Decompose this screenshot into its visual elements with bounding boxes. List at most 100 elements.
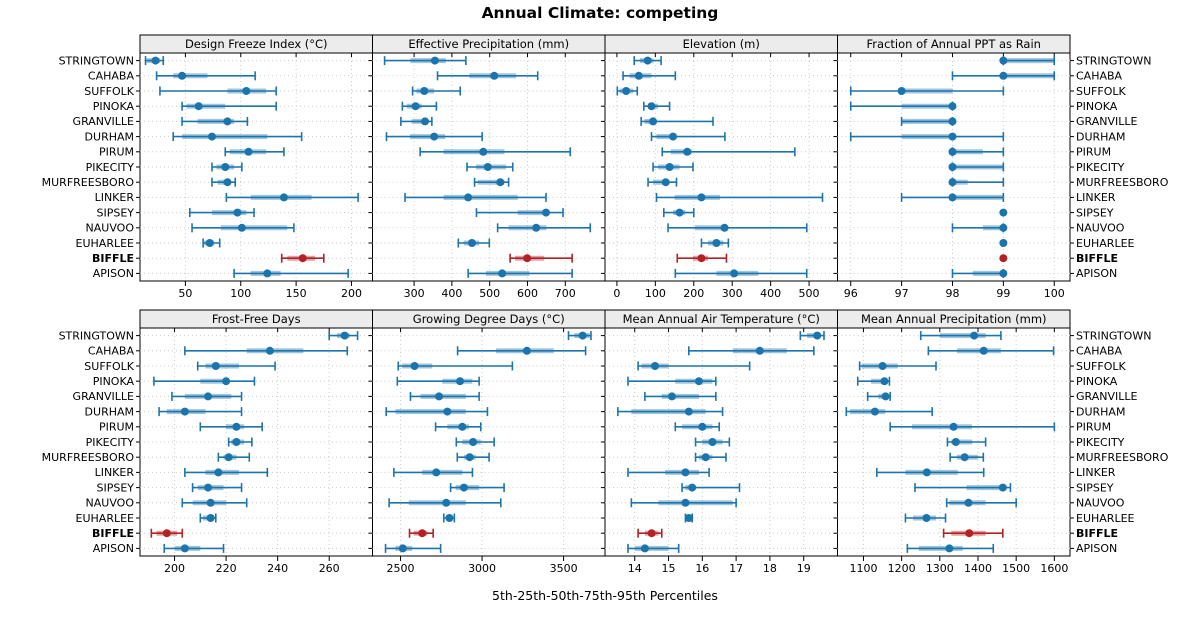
median-dot-granville xyxy=(948,117,957,126)
median-dot-euharlee xyxy=(206,514,215,522)
median-dot-linker xyxy=(922,468,931,477)
row-label-right-cahaba: CAHABA xyxy=(1076,70,1123,83)
row-label-right-nauvoo: NAUVOO xyxy=(1076,497,1125,510)
x-tick-label: 400 xyxy=(760,287,781,300)
median-dot-nauvoo xyxy=(237,223,246,232)
row-label-right-pirum: PIRUM xyxy=(1076,421,1111,434)
x-tick-label: 600 xyxy=(517,287,538,300)
median-dot-pirum xyxy=(244,147,253,156)
median-dot-sipsey xyxy=(688,483,697,492)
median-dot-stringtown xyxy=(151,56,160,65)
row-label-left-murfreesboro: MURFREESBORO xyxy=(42,451,135,464)
x-tick-label: 19 xyxy=(797,562,811,575)
median-dot-biffle xyxy=(965,529,974,538)
row-label-right-sipsey: SIPSEY xyxy=(1076,206,1114,219)
row-label-left-granville: GRANVILLE xyxy=(73,115,135,128)
row-label-left-linker: LINKER xyxy=(95,191,135,204)
row-label-left-suffolk: SUFFOLK xyxy=(84,85,134,98)
median-dot-pinoka xyxy=(647,102,656,111)
strip-title: Design Freeze Index (°C) xyxy=(185,37,328,51)
median-dot-suffolk xyxy=(878,362,887,370)
median-dot-nauvoo xyxy=(532,223,541,232)
median-dot-granville xyxy=(881,392,890,401)
median-dot-pinoka xyxy=(222,377,231,386)
x-tick-label: 99 xyxy=(996,287,1010,300)
row-label-left-murfreesboro: MURFREESBORO xyxy=(42,176,135,189)
row-label-left-nauvoo: NAUVOO xyxy=(86,497,135,510)
median-dot-cahaba xyxy=(265,346,274,355)
row-label-right-pikecity: PIKECITY xyxy=(1076,436,1125,449)
row-label-right-murfreesboro: MURFREESBORO xyxy=(1076,451,1169,464)
median-dot-biffle xyxy=(298,254,307,263)
median-dot-pirum xyxy=(683,147,692,156)
median-dot-pikecity xyxy=(708,438,717,446)
median-dot-durham xyxy=(207,132,216,141)
x-tick-label: 1500 xyxy=(1002,562,1030,575)
median-dot-pikecity xyxy=(469,438,478,446)
strip-header xyxy=(837,34,1071,54)
median-dot-sipsey xyxy=(542,208,551,217)
median-dot-stringtown xyxy=(340,331,349,340)
median-dot-cahaba xyxy=(490,71,499,80)
median-dot-granville xyxy=(421,117,430,126)
median-dot-murfreesboro xyxy=(661,178,670,187)
x-tick-label: 15 xyxy=(662,562,676,575)
row-label-right-linker: LINKER xyxy=(1076,191,1116,204)
x-tick-label: 500 xyxy=(799,287,820,300)
median-dot-linker xyxy=(279,193,288,202)
median-dot-pirum xyxy=(698,422,707,431)
median-dot-pinoka xyxy=(456,377,465,386)
x-tick-label: 0 xyxy=(613,287,620,300)
median-dot-pirum xyxy=(232,422,241,431)
x-tick-label: 200 xyxy=(341,287,362,300)
chart-title: Annual Climate: competing xyxy=(481,4,719,22)
median-dot-sipsey xyxy=(999,208,1008,217)
row-label-left-pirum: PIRUM xyxy=(99,421,134,434)
strip-header xyxy=(837,309,1071,329)
median-dot-murfreesboro xyxy=(224,453,233,462)
row-label-right-cahaba: CAHABA xyxy=(1076,345,1123,358)
strip-title: Frost-Free Days xyxy=(212,312,301,326)
median-dot-murfreesboro xyxy=(701,453,710,462)
median-dot-pikecity xyxy=(948,163,957,171)
x-tick-label: 3500 xyxy=(550,562,578,575)
x-tick-label: 150 xyxy=(286,287,307,300)
row-label-left-biffle: BIFFLE xyxy=(92,527,134,540)
strip-title: Fraction of Annual PPT as Rain xyxy=(867,37,1041,51)
strip-title: Mean Annual Air Temperature (°C) xyxy=(623,312,820,326)
median-dot-durham xyxy=(870,407,879,416)
x-tick-label: 1400 xyxy=(964,562,992,575)
x-tick-label: 400 xyxy=(441,287,462,300)
median-dot-granville xyxy=(649,117,658,126)
row-label-left-euharlee: EUHARLEE xyxy=(76,512,135,525)
median-dot-euharlee xyxy=(999,239,1008,247)
median-dot-pinoka xyxy=(948,102,957,111)
x-tick-label: 96 xyxy=(844,287,858,300)
x-tick-label: 2500 xyxy=(387,562,415,575)
row-label-left-granville: GRANVILLE xyxy=(73,390,135,403)
median-dot-biffle xyxy=(523,254,532,263)
row-label-right-linker: LINKER xyxy=(1076,466,1116,479)
row-label-left-durham: DURHAM xyxy=(85,130,134,143)
median-dot-pirum xyxy=(949,422,958,431)
median-dot-murfreesboro xyxy=(465,453,474,462)
median-dot-nauvoo xyxy=(442,498,451,507)
row-label-left-suffolk: SUFFOLK xyxy=(84,360,134,373)
median-dot-suffolk xyxy=(897,87,906,95)
median-dot-pikecity xyxy=(665,163,674,171)
median-dot-suffolk xyxy=(410,362,419,370)
x-tick-label: 240 xyxy=(267,562,288,575)
row-label-right-granville: GRANVILLE xyxy=(1076,115,1138,128)
x-tick-label: 260 xyxy=(319,562,340,575)
median-dot-biffle xyxy=(697,254,706,263)
row-label-left-sipsey: SIPSEY xyxy=(96,206,134,219)
median-dot-linker xyxy=(214,468,223,477)
strip-title: Growing Degree Days (°C) xyxy=(413,312,565,326)
median-dot-apison xyxy=(999,269,1008,278)
x-tick-label: 700 xyxy=(555,287,576,300)
median-dot-cahaba xyxy=(178,71,187,80)
median-dot-suffolk xyxy=(211,362,220,370)
row-label-right-biffle: BIFFLE xyxy=(1076,527,1118,540)
row-label-right-pikecity: PIKECITY xyxy=(1076,161,1125,174)
median-dot-biffle xyxy=(162,529,171,538)
